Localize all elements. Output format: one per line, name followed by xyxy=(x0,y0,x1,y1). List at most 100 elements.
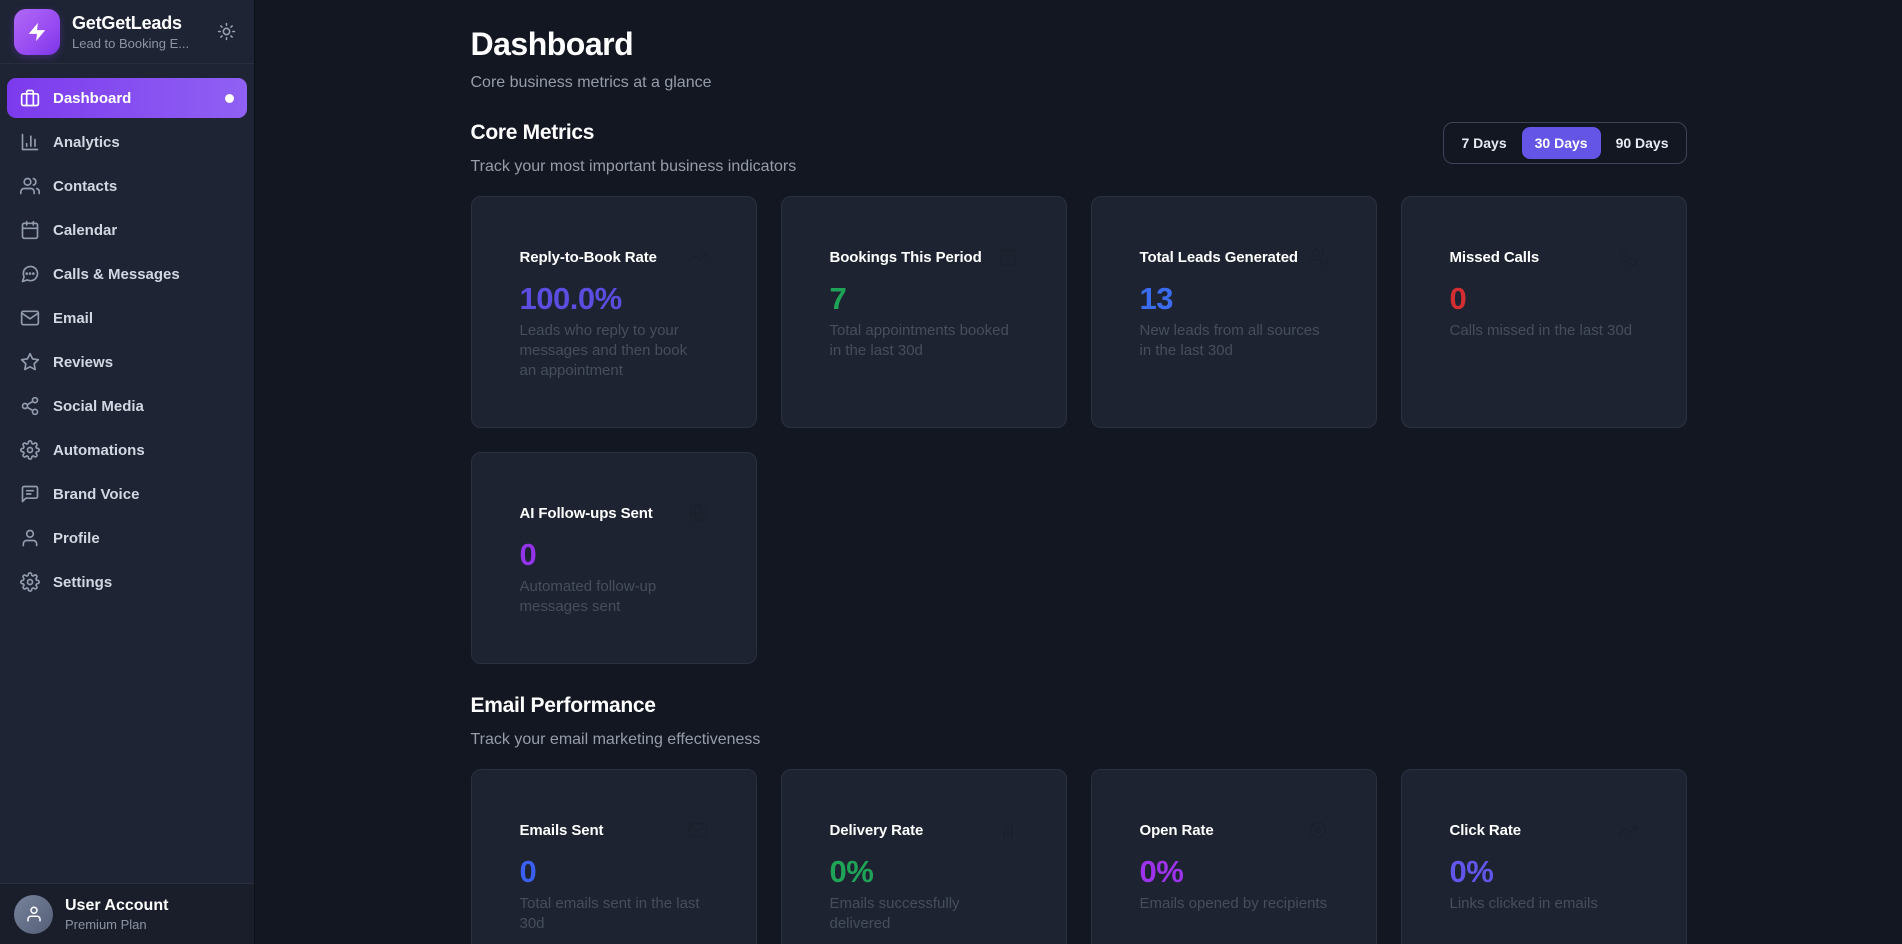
theme-toggle-button[interactable] xyxy=(213,18,240,45)
user-icon xyxy=(25,905,43,923)
total-leads-generated-card: Total Leads Generated 13 New leads from … xyxy=(1090,196,1377,428)
reply-to-book-rate-card: Reply-to-Book Rate 100.0% Leads who repl… xyxy=(470,196,757,428)
sidebar-item-label: Social Media xyxy=(53,397,144,415)
sidebar-item-label: Email xyxy=(53,309,94,327)
mail-icon xyxy=(688,820,708,840)
gear-icon xyxy=(20,440,40,460)
brand-logo xyxy=(14,8,60,55)
card-title: Delivery Rate xyxy=(829,821,924,839)
user-account-section[interactable]: User Account Premium Plan xyxy=(0,883,254,944)
core-metrics-title: Core Metrics xyxy=(470,121,595,144)
card-title: Bookings This Period xyxy=(829,248,982,266)
card-value: 7 xyxy=(829,281,847,316)
sidebar-item-label: Calendar xyxy=(53,221,118,239)
card-title: Missed Calls xyxy=(1449,248,1540,266)
card-title: AI Follow-ups Sent xyxy=(519,504,653,522)
sidebar-item-profile[interactable]: Profile xyxy=(7,518,247,558)
card-description: Total emails sent in the last 30d xyxy=(519,895,700,932)
users-icon xyxy=(20,176,40,196)
bar-chart-icon xyxy=(20,132,40,152)
card-value: 0 xyxy=(519,854,537,889)
sidebar-item-brand-voice[interactable]: Brand Voice xyxy=(7,474,247,514)
sidebar-item-reviews[interactable]: Reviews xyxy=(7,342,247,382)
open-rate-card: Open Rate 0% Emails opened by recipients xyxy=(1090,769,1377,944)
user-meta: User Account Premium Plan xyxy=(65,897,168,932)
sidebar-item-analytics[interactable]: Analytics xyxy=(7,122,247,162)
avatar xyxy=(14,894,53,934)
email-performance-grid: Emails Sent 0 Total emails sent in the l… xyxy=(470,769,1687,944)
sidebar-item-label: Contacts xyxy=(53,177,118,195)
card-description: Links clicked in emails xyxy=(1449,895,1598,912)
bar-chart-icon xyxy=(998,820,1018,840)
card-description: Emails successfully delivered xyxy=(829,895,960,932)
card-description: Automated follow-up messages sent xyxy=(519,578,657,615)
user-plan: Premium Plan xyxy=(65,916,147,932)
sidebar-item-social-media[interactable]: Social Media xyxy=(7,386,247,426)
sidebar-item-label: Analytics xyxy=(53,133,120,151)
sidebar-item-label: Profile xyxy=(53,529,100,547)
card-description: Leads who reply to your messages and the… xyxy=(519,322,688,379)
main-content: Dashboard Core business metrics at a gla… xyxy=(255,0,1902,944)
circle-dot-icon xyxy=(1308,820,1328,840)
range-7-days-button[interactable]: 7 Days xyxy=(1448,127,1519,159)
card-description: New leads from all sources in the last 3… xyxy=(1139,322,1320,359)
users-icon xyxy=(1307,247,1328,267)
sidebar-item-automations[interactable]: Automations xyxy=(7,430,247,470)
missed-calls-card: Missed Calls 0 Calls missed in the last … xyxy=(1400,196,1687,428)
sidebar-item-label: Calls & Messages xyxy=(53,265,180,283)
card-value: 100.0% xyxy=(519,281,623,316)
core-metrics-header: Core Metrics Track your most important b… xyxy=(471,120,1687,177)
sidebar: GetGetLeads Lead to Booking E... Dashboa… xyxy=(0,0,255,944)
sun-icon xyxy=(217,22,236,41)
bookings-this-period-card: Bookings This Period 7 Total appointment… xyxy=(780,196,1067,428)
brand-name: GetGetLeads xyxy=(72,12,182,33)
calendar-icon xyxy=(20,220,40,240)
sidebar-item-contacts[interactable]: Contacts xyxy=(7,166,247,206)
delivery-rate-card: Delivery Rate 0% Emails successfully del… xyxy=(780,769,1067,944)
share-icon xyxy=(20,396,40,416)
ai-follow-ups-sent-card: AI Follow-ups Sent 0 Automated follow-up… xyxy=(470,452,757,664)
sidebar-item-dashboard[interactable]: Dashboard xyxy=(7,78,247,118)
email-performance-header: Email Performance Track your email marke… xyxy=(471,693,1687,750)
sidebar-item-calls-messages[interactable]: Calls & Messages xyxy=(7,254,247,294)
sidebar-item-label: Reviews xyxy=(53,353,114,371)
range-30-days-button[interactable]: 30 Days xyxy=(1521,127,1601,159)
date-range-toggle: 7 Days 30 Days 90 Days xyxy=(1443,122,1687,164)
card-title: Reply-to-Book Rate xyxy=(519,248,657,266)
trending-up-icon xyxy=(1618,820,1638,840)
range-90-days-button[interactable]: 90 Days xyxy=(1603,127,1682,159)
sidebar-item-label: Brand Voice xyxy=(53,485,140,503)
sidebar-item-label: Automations xyxy=(53,441,145,459)
card-value: 0% xyxy=(1139,854,1184,889)
card-description: Calls missed in the last 30d xyxy=(1449,322,1633,339)
message-circle-icon xyxy=(20,264,40,284)
phone-icon xyxy=(1618,247,1638,267)
trending-up-icon xyxy=(688,247,708,267)
card-value: 0% xyxy=(1449,854,1494,889)
sidebar-item-settings[interactable]: Settings xyxy=(7,562,247,602)
gear-icon xyxy=(20,572,40,592)
email-performance-subtitle: Track your email marketing effectiveness xyxy=(470,731,761,748)
sidebar-item-email[interactable]: Email xyxy=(7,298,247,338)
page-subtitle: Core business metrics at a glance xyxy=(470,74,712,91)
card-title: Click Rate xyxy=(1449,821,1522,839)
card-value: 0 xyxy=(519,537,537,572)
active-dot xyxy=(225,93,234,103)
sidebar-item-label: Dashboard xyxy=(53,89,132,107)
card-title: Emails Sent xyxy=(519,821,604,839)
emails-sent-card: Emails Sent 0 Total emails sent in the l… xyxy=(470,769,757,944)
email-performance-title: Email Performance xyxy=(470,694,656,717)
calendar-icon xyxy=(998,247,1018,267)
card-value: 13 xyxy=(1139,281,1174,316)
sidebar-nav: Dashboard Analytics Contacts Calendar Ca… xyxy=(0,64,254,883)
card-value: 0 xyxy=(1449,281,1467,316)
star-icon xyxy=(20,352,40,372)
card-description: Total appointments booked in the last 30… xyxy=(829,322,1009,359)
user-icon xyxy=(20,528,40,548)
globe-icon xyxy=(688,503,708,523)
brand-text: GetGetLeads Lead to Booking E... xyxy=(72,13,189,51)
sidebar-item-calendar[interactable]: Calendar xyxy=(7,210,247,250)
click-rate-card: Click Rate 0% Links clicked in emails xyxy=(1400,769,1687,944)
brand-tagline: Lead to Booking E... xyxy=(72,35,190,51)
